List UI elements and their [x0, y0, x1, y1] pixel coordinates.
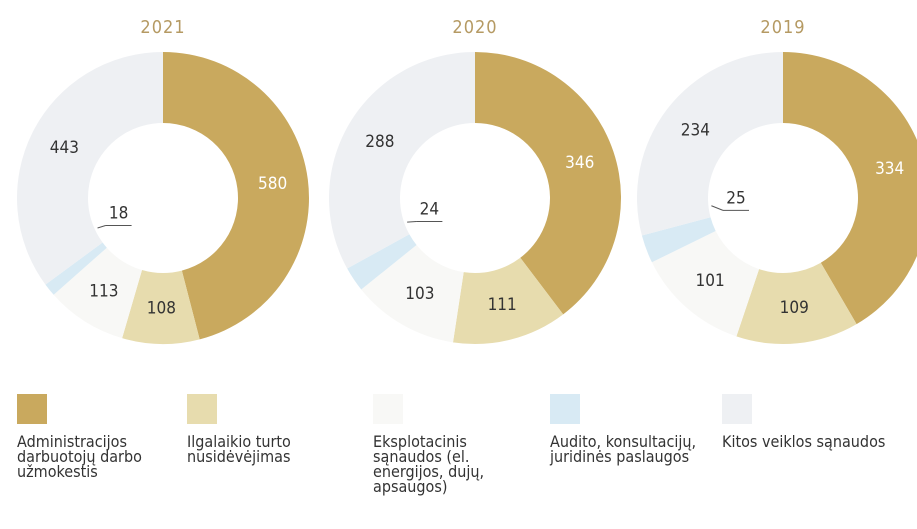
- donut-slice: [163, 52, 309, 340]
- data-label: 103: [405, 284, 434, 304]
- donut-slice: [641, 217, 716, 263]
- donut-slice: [347, 234, 417, 290]
- donut-slice: [452, 257, 564, 344]
- data-label: 109: [780, 298, 809, 318]
- donut-slice: [736, 262, 857, 344]
- legend-swatch: [722, 394, 752, 424]
- donut-slice: [122, 270, 200, 344]
- data-label: 288: [365, 132, 394, 152]
- legend-swatch: [550, 394, 580, 424]
- leader-line: [407, 220, 417, 223]
- data-label: 111: [488, 295, 517, 315]
- donut-slice: [651, 231, 760, 337]
- leader-line: [97, 225, 106, 229]
- legend-item: Administracijos darbuotojų darbo užmokes…: [17, 394, 177, 481]
- data-label: 346: [565, 153, 594, 173]
- data-label: 580: [258, 174, 287, 194]
- legend-label: Ilgalaikio turto nusidėvėjimas: [187, 432, 291, 466]
- data-label: 113: [89, 281, 118, 301]
- donut-slice: [783, 52, 917, 325]
- legend-label: Audito, konsultacijų, juridinės paslaugo…: [550, 432, 697, 466]
- leader-line: [711, 205, 724, 211]
- donut-slice: [16, 52, 164, 285]
- chart-title: 2019: [760, 17, 805, 38]
- data-label: 234: [681, 121, 710, 141]
- legend-label: Eksplotacinis sąnaudos (el. energijos, d…: [373, 432, 485, 496]
- legend-item: Eksplotacinis sąnaudos (el. energijos, d…: [373, 394, 523, 496]
- data-label: 443: [50, 138, 79, 158]
- data-label: 101: [696, 271, 725, 291]
- legend-item: Ilgalaikio turto nusidėvėjimas: [187, 394, 337, 466]
- data-label: 25: [726, 188, 745, 208]
- data-label: 18: [109, 204, 128, 224]
- donut-slice: [475, 52, 621, 315]
- data-label: 108: [147, 298, 176, 318]
- legend-label: Kitos veiklos sąnaudos: [722, 432, 886, 451]
- legend-swatch: [17, 394, 47, 424]
- data-label: 334: [875, 159, 904, 179]
- chart-title: 2020: [452, 17, 497, 38]
- legend-swatch: [187, 394, 217, 424]
- chart-title: 2021: [140, 17, 185, 38]
- donut-slice: [361, 245, 464, 343]
- charts: 2021 580 108 113 18 443 2020 346 111 103 24 288 2019…: [16, 17, 917, 344]
- data-label: 24: [420, 199, 439, 219]
- donut-slice: [328, 52, 475, 269]
- donut-slice: [53, 247, 143, 339]
- legend-label: Administracijos darbuotojų darbo užmokes…: [17, 432, 142, 481]
- legend-item: Kitos veiklos sąnaudos: [722, 394, 917, 451]
- legend-item: Audito, konsultacijų, juridinės paslaugo…: [550, 394, 700, 466]
- legend-swatch: [373, 394, 403, 424]
- donut-slice: [45, 242, 107, 295]
- donut-slice: [636, 52, 783, 236]
